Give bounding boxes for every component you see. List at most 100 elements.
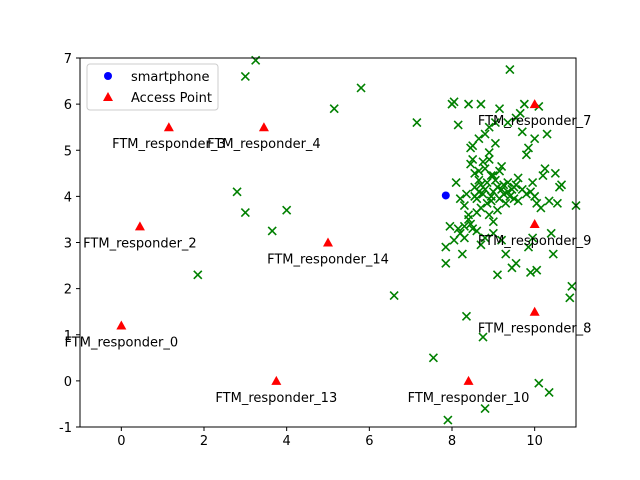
measurement-point xyxy=(463,99,474,109)
measurement-point-stroke xyxy=(525,187,536,197)
measurement-point-stroke xyxy=(492,270,503,280)
measurement-point-stroke xyxy=(530,134,540,144)
measurement-point xyxy=(488,228,498,238)
measurement-point-stroke xyxy=(528,233,538,243)
measurement-point xyxy=(521,150,531,160)
measurement-point xyxy=(530,134,540,144)
measurement-point-stroke xyxy=(525,267,536,278)
y-tick-label: 7 xyxy=(64,52,72,67)
measurement-point-stroke xyxy=(478,157,488,167)
measurement-point-stroke xyxy=(474,187,484,197)
legend-box xyxy=(86,63,219,111)
measurement-point xyxy=(567,281,577,291)
measurement-point xyxy=(550,168,560,178)
measurement-point-stroke xyxy=(528,177,538,188)
measurement-point-stroke xyxy=(497,235,507,245)
measurement-point xyxy=(459,233,469,243)
measurement-point-stroke xyxy=(494,194,505,204)
measurement-point-stroke xyxy=(509,194,519,204)
measurement-point-stroke xyxy=(492,182,503,192)
measurement-point xyxy=(329,104,339,114)
measurement-point-stroke xyxy=(486,196,496,206)
access-point-label: FTM_responder_3 xyxy=(112,137,226,152)
x-tick-label: 10 xyxy=(526,434,543,449)
measurement-point xyxy=(511,258,521,268)
measurement-point xyxy=(540,164,550,174)
measurement-point-stroke xyxy=(567,281,577,291)
access-point-label: FTM_responder_2 xyxy=(83,236,197,251)
measurement-point-stroke xyxy=(476,240,486,250)
x-tick-label: 6 xyxy=(365,434,373,449)
measurement-point xyxy=(449,235,459,245)
measurement-point xyxy=(497,161,507,171)
measurement-point-stroke xyxy=(476,99,486,109)
measurement-point-stroke xyxy=(468,154,478,165)
measurement-point-stroke xyxy=(565,293,575,303)
measurement-point xyxy=(449,97,459,107)
measurement-point-stroke xyxy=(453,224,463,234)
measurement-point-stroke xyxy=(544,387,554,397)
measurement-point xyxy=(453,224,463,234)
measurement-point xyxy=(461,311,472,321)
measurement-point xyxy=(412,118,422,128)
measurement-point-stroke xyxy=(457,249,467,259)
measurement-point-stroke xyxy=(484,154,494,165)
measurement-point-stroke xyxy=(476,203,486,213)
measurement-point xyxy=(193,270,203,280)
measurement-point-stroke xyxy=(511,258,521,268)
measurement-point-stroke xyxy=(490,175,500,185)
measurement-point xyxy=(474,166,484,176)
measurement-point xyxy=(488,171,498,181)
measurement-point xyxy=(282,205,292,215)
measurement-point xyxy=(544,387,554,397)
measurement-point xyxy=(478,332,488,342)
measurement-point xyxy=(528,233,538,243)
measurement-point xyxy=(538,171,548,181)
measurement-point-stroke xyxy=(240,71,250,82)
access-point-marker xyxy=(116,320,127,330)
measurement-point xyxy=(492,205,503,215)
measurement-point xyxy=(356,83,366,93)
measurement-point xyxy=(494,166,505,176)
measurement-point-stroke xyxy=(534,101,544,111)
access-point-label: FTM_responder_9 xyxy=(478,234,592,249)
access-point-marker xyxy=(529,219,540,229)
measurement-point xyxy=(552,198,562,208)
measurement-point xyxy=(441,242,451,252)
access-point-marker xyxy=(163,122,174,132)
measurement-point-stroke xyxy=(474,166,484,176)
measurement-point xyxy=(492,270,503,280)
measurement-point xyxy=(488,217,498,227)
measurement-point-stroke xyxy=(484,147,494,158)
measurement-point-stroke xyxy=(480,233,490,243)
measurement-point xyxy=(525,187,536,197)
measurement-point-stroke xyxy=(542,129,552,139)
measurement-point-stroke xyxy=(445,221,455,231)
measurement-point xyxy=(474,175,484,185)
measurement-point xyxy=(565,293,575,303)
measurement-point-stroke xyxy=(240,207,250,218)
measurement-point xyxy=(472,194,482,204)
measurement-point xyxy=(513,173,523,183)
access-point-marker xyxy=(323,237,333,247)
measurement-point xyxy=(459,201,469,211)
y-tick-label: 2 xyxy=(64,283,72,298)
measurement-point-stroke xyxy=(412,118,422,128)
access-point-marker xyxy=(258,122,269,132)
measurement-point xyxy=(480,129,490,139)
measurement-point xyxy=(455,194,465,204)
measurement-point-stroke xyxy=(505,64,515,75)
measurement-point-stroke xyxy=(441,258,451,268)
measurement-point-stroke xyxy=(389,290,399,301)
measurement-point-stroke xyxy=(484,210,494,220)
measurement-point xyxy=(501,198,511,208)
measurement-point xyxy=(478,157,488,167)
measurement-point-stroke xyxy=(329,104,339,114)
measurement-point-stroke xyxy=(517,184,527,195)
measurement-point-stroke xyxy=(476,180,486,190)
y-tick-label: 0 xyxy=(64,375,72,390)
annotation-labels: FTM_responder_0 FTM_responder_2 FTM_respon… xyxy=(65,114,592,406)
measurement-point-stroke xyxy=(550,168,560,178)
measurement-point-stroke xyxy=(494,166,505,176)
measurement-point-stroke xyxy=(536,203,546,213)
